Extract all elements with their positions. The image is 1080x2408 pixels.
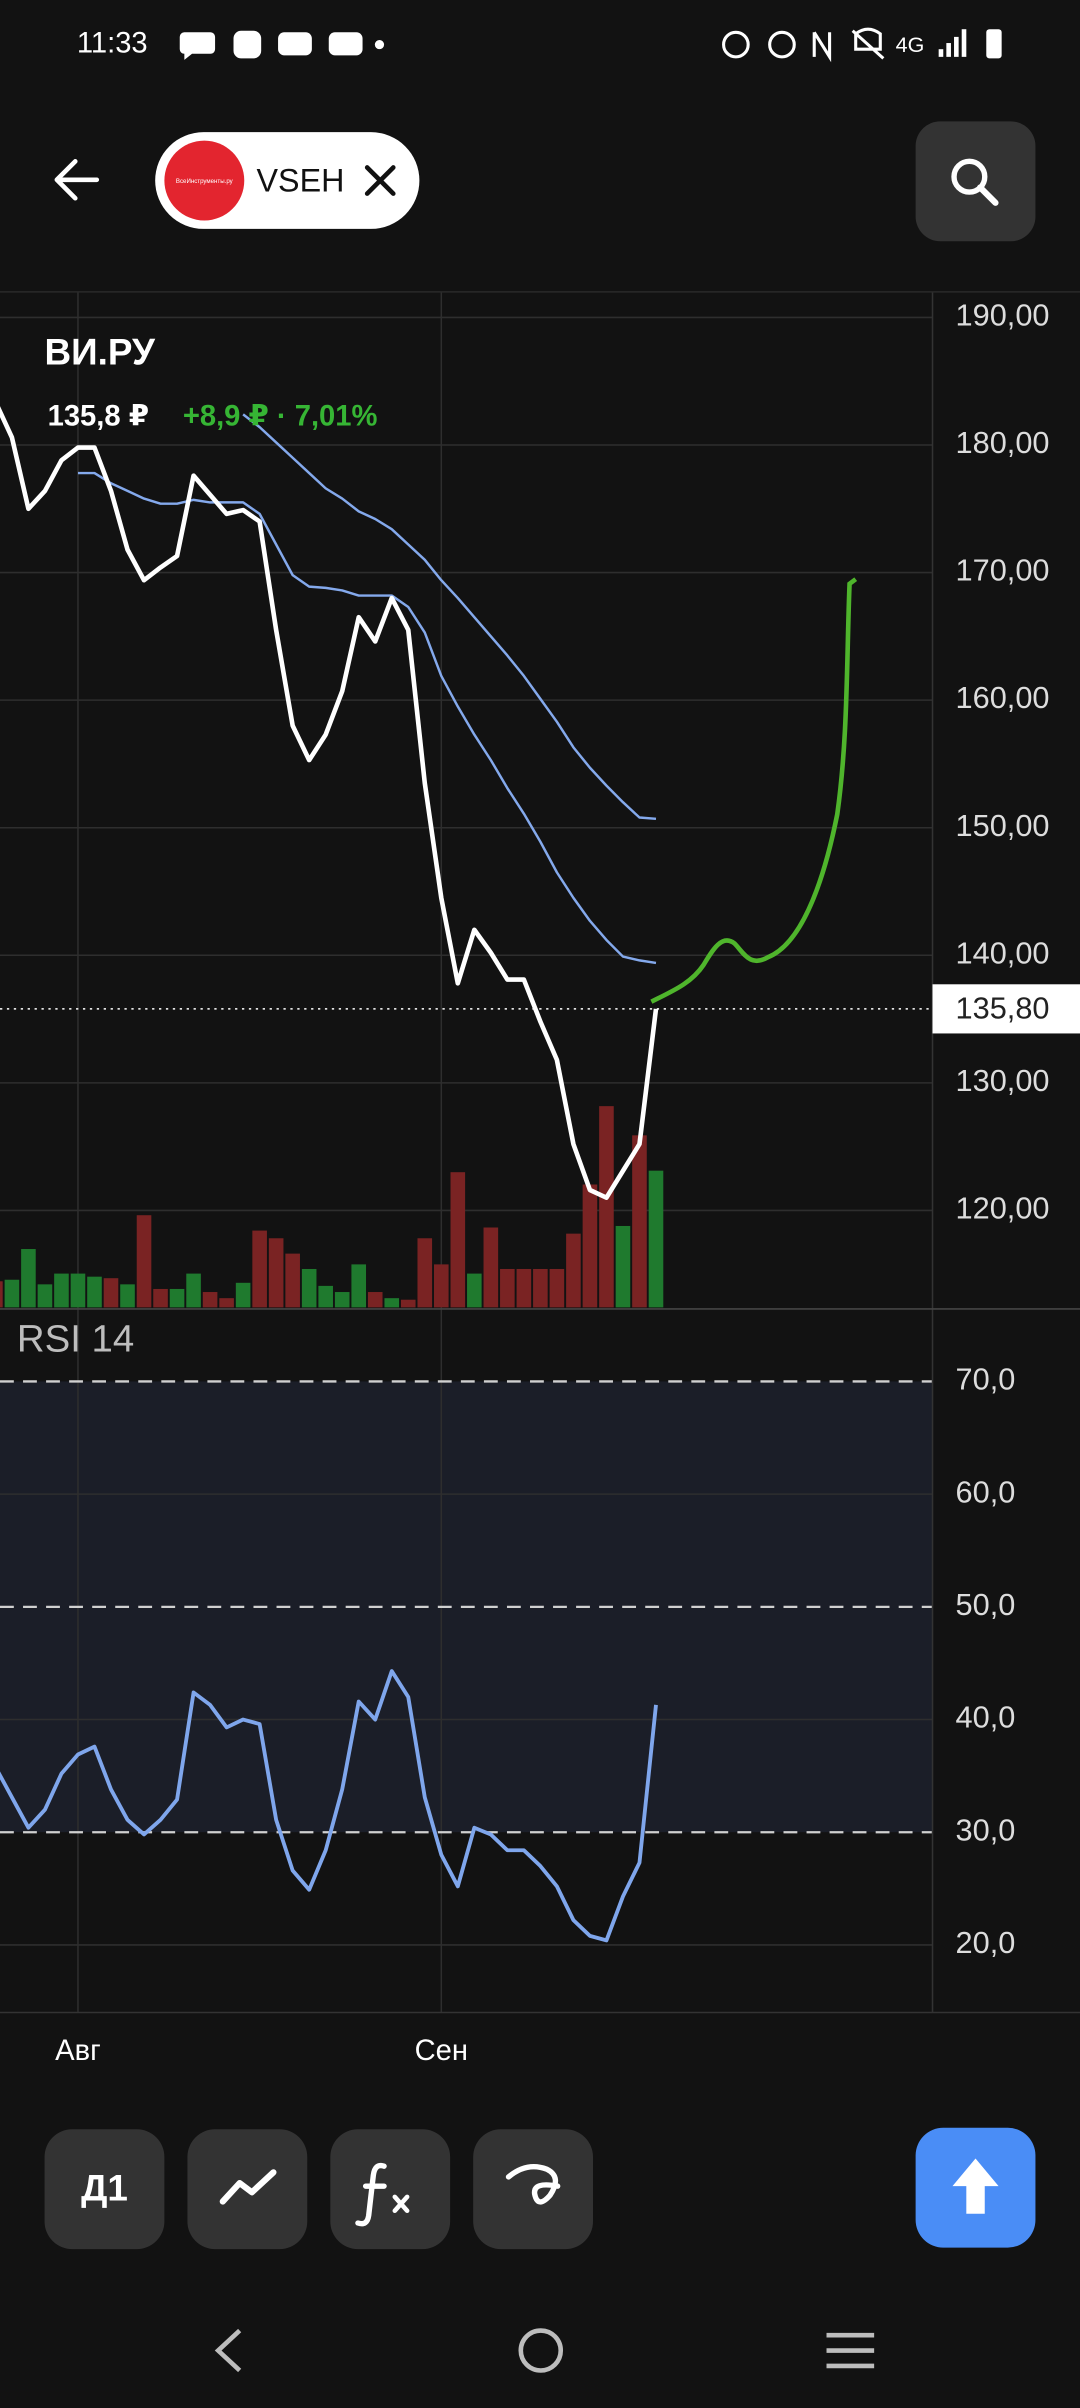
y-tick-label: 130,00: [956, 1063, 1050, 1098]
volume-bar: [0, 1281, 3, 1308]
volume-bar: [21, 1249, 36, 1308]
status-system-icons: [722, 27, 885, 63]
status-network: 4G: [896, 33, 925, 57]
user-drawing: [650, 577, 858, 1004]
volume-bar: [252, 1230, 267, 1308]
volume-bar: [202, 1292, 218, 1308]
nav-back[interactable]: [214, 2328, 242, 2373]
drawing-tools-button[interactable]: [473, 2129, 594, 2250]
y-tick-label: 20,0: [956, 1925, 1016, 1960]
volume-bar: [268, 1238, 284, 1308]
volume-bar: [599, 1106, 614, 1308]
volume-bar: [318, 1285, 333, 1308]
nav-home[interactable]: [518, 2328, 564, 2373]
volume-bar: [219, 1298, 234, 1308]
rsi-title: RSI 14: [17, 1317, 134, 1360]
search-button[interactable]: [915, 121, 1036, 242]
ticker-logo-text: ВсеИнструменты.ру: [176, 178, 234, 185]
status-signal: [938, 29, 1002, 59]
x-tick-label: Авг: [55, 2035, 101, 2067]
nav-recents[interactable]: [826, 2332, 875, 2369]
instrument-title: ВИ.РУ: [45, 332, 156, 373]
volume-bar: [334, 1292, 350, 1308]
rsi-line: [0, 1669, 658, 1943]
volume-bar: [367, 1292, 383, 1308]
volume-bar: [467, 1273, 482, 1308]
y-tick-label: 190,00: [956, 298, 1050, 333]
volume-bar: [169, 1288, 185, 1308]
ticker-chip[interactable]: ВсеИнструменты.ру VSEH: [155, 132, 420, 229]
last-value-box: [932, 984, 1080, 1034]
y-tick-label: 160,00: [956, 680, 1050, 715]
volume-bar: [433, 1264, 449, 1308]
volume-bar: [615, 1225, 631, 1308]
back-button[interactable]: [54, 159, 100, 201]
ticker-name: VSEH: [257, 162, 345, 198]
status-time: 11:33: [77, 27, 148, 59]
volume-bar: [54, 1273, 69, 1308]
interval-label: Д1: [81, 2167, 128, 2208]
y-tick-label: 170,00: [956, 553, 1050, 588]
y-tick-label: 50,0: [956, 1587, 1016, 1622]
volume-bar: [516, 1268, 532, 1308]
volume-bar: [384, 1298, 400, 1308]
y-tick-label: 60,0: [956, 1474, 1016, 1509]
volume-bar: [351, 1264, 367, 1308]
volume-bar: [400, 1299, 416, 1308]
volume-bar: [103, 1278, 119, 1308]
moving-average-line: [242, 413, 657, 821]
moving-average-line: [77, 471, 657, 965]
close-chip-icon[interactable]: [364, 165, 396, 196]
interval-button[interactable]: Д1: [44, 2129, 165, 2250]
volume-bar: [483, 1227, 499, 1308]
volume-bar: [648, 1170, 664, 1308]
y-tick-label: 70,0: [956, 1362, 1016, 1397]
volume-bar: [566, 1233, 581, 1308]
indicators-button[interactable]: [330, 2129, 451, 2250]
y-tick-label: 120,00: [956, 1191, 1050, 1226]
volume-bar: [533, 1268, 548, 1308]
volume-bar: [500, 1268, 515, 1308]
volume-bar: [70, 1273, 86, 1308]
price-label: 135,8 ₽: [48, 401, 149, 433]
change-label: +8,9 ₽ · 7,01%: [183, 401, 378, 433]
price-line: [0, 406, 659, 1200]
y-tick-label: 140,00: [956, 935, 1050, 970]
volume-bar: [285, 1253, 300, 1308]
volume-bar: [632, 1135, 647, 1308]
volume-bar: [301, 1268, 317, 1308]
scroll-up-button[interactable]: [915, 2127, 1036, 2248]
volume-bar: [235, 1282, 251, 1308]
x-tick-label: Сен: [415, 2035, 468, 2067]
volume-bar: [582, 1184, 598, 1308]
volume-bar: [136, 1215, 152, 1308]
volume-bar: [37, 1284, 53, 1308]
chart-type-button[interactable]: [187, 2129, 308, 2250]
y-tick-label: 150,00: [956, 808, 1050, 843]
volume-bar: [87, 1276, 102, 1308]
volume-bar: [120, 1284, 135, 1308]
y-tick-label: 180,00: [956, 425, 1050, 460]
volume-bar: [450, 1172, 466, 1308]
last-value-label: 135,80: [956, 991, 1050, 1026]
status-notification-icons: [179, 30, 385, 60]
volume-bar: [549, 1268, 565, 1308]
y-tick-label: 40,0: [956, 1700, 1016, 1735]
volume-bar: [4, 1279, 20, 1308]
chart-area: Авг Сен 120,00 130,00 140,00 150,00 160,00 170,…: [0, 291, 1080, 2067]
volume-bar: [186, 1273, 201, 1308]
volume-bar: [153, 1288, 168, 1308]
y-tick-label: 30,0: [956, 1812, 1016, 1847]
volume-bar: [417, 1238, 433, 1308]
